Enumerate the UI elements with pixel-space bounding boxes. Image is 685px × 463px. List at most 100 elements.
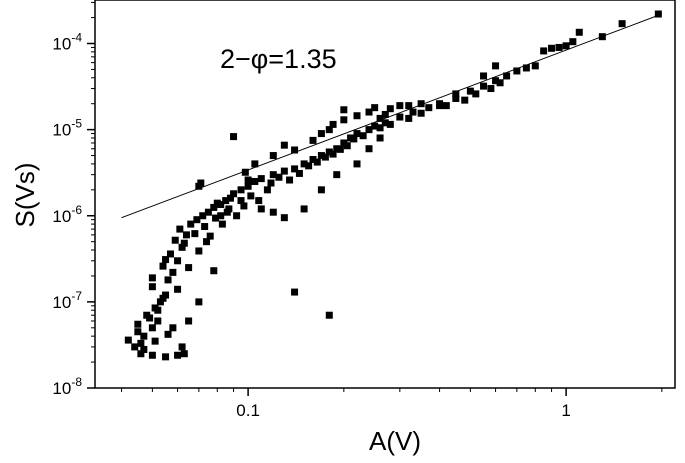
data-point (182, 231, 190, 239)
data-point (513, 67, 521, 75)
data-point (199, 212, 207, 220)
data-point (137, 339, 145, 347)
data-point (492, 77, 500, 85)
data-point (237, 186, 245, 194)
data-point (255, 197, 263, 205)
data-point (472, 90, 480, 98)
data-point (156, 298, 164, 306)
data-point (257, 205, 265, 213)
data-point (492, 62, 500, 70)
data-point (164, 276, 172, 284)
fit-line (121, 13, 663, 219)
data-point (233, 212, 241, 220)
data-point (174, 285, 182, 293)
data-point (195, 247, 203, 255)
data-point (140, 345, 148, 353)
data-point (159, 262, 167, 270)
data-point (305, 162, 313, 170)
data-point (417, 100, 425, 108)
data-point (197, 179, 205, 187)
data-point (598, 33, 606, 41)
data-point (162, 256, 170, 264)
data-point (575, 28, 583, 36)
data-point (409, 108, 417, 116)
data-point (371, 122, 379, 130)
data-point (148, 351, 156, 359)
data-point (213, 199, 221, 207)
data-point (162, 353, 170, 361)
data-point (240, 202, 248, 210)
data-point (244, 176, 252, 184)
data-point (178, 243, 186, 251)
data-point (340, 116, 348, 124)
data-point (371, 104, 379, 112)
data-point (195, 298, 203, 306)
data-point (191, 230, 199, 238)
data-point (562, 42, 570, 50)
data-point (365, 126, 373, 134)
data-point (212, 214, 220, 222)
data-point (176, 225, 184, 233)
data-point (353, 130, 361, 138)
data-point (531, 62, 539, 70)
data-point (280, 141, 288, 149)
data-point (436, 102, 444, 110)
data-point (263, 186, 271, 194)
data-point (244, 182, 252, 190)
y-tick-label: 10-8 (52, 375, 82, 398)
data-point (386, 105, 394, 113)
x-axis-ticks: 0.1 1 (121, 388, 663, 420)
data-point (405, 102, 413, 110)
data-point (269, 152, 277, 160)
data-point (269, 208, 277, 216)
x-tick-label: 0.1 (236, 401, 260, 420)
data-point (300, 160, 308, 168)
y-axis-label: S(Vs) (10, 163, 40, 228)
data-point (333, 145, 341, 153)
data-point (480, 82, 488, 90)
data-point (496, 79, 504, 87)
data-point (365, 145, 373, 153)
x-axis-label: A(V) (369, 426, 421, 456)
data-point (131, 343, 139, 351)
data-point (405, 114, 413, 122)
data-point (218, 220, 226, 228)
data-point (376, 124, 384, 132)
data-point (317, 130, 325, 138)
data-point (461, 96, 469, 104)
data-point (148, 283, 156, 291)
data-point (151, 337, 159, 345)
data-point (237, 197, 245, 205)
data-point (425, 104, 433, 112)
data-point (365, 108, 373, 116)
data-point (487, 85, 495, 93)
data-point (350, 135, 358, 143)
data-point (230, 133, 238, 141)
data-point (169, 268, 177, 276)
data-point (275, 173, 283, 181)
data-point (251, 177, 259, 185)
data-point (353, 160, 361, 168)
data-point (540, 47, 548, 55)
data-point (618, 20, 626, 28)
data-point (329, 120, 337, 128)
data-point (154, 306, 162, 314)
data-point (309, 136, 317, 144)
data-point (343, 142, 351, 150)
y-axis-ticks: 10-8 10-7 10-6 10-5 10-4 (52, 1, 95, 398)
data-point (140, 332, 148, 340)
data-points (124, 10, 662, 361)
data-point (210, 203, 218, 211)
y-tick-label: 10-6 (52, 203, 82, 226)
data-point (241, 168, 249, 176)
data-point (226, 194, 234, 202)
data-point (466, 87, 474, 95)
data-point (201, 223, 209, 231)
data-point (329, 150, 337, 158)
data-point (336, 145, 344, 153)
data-point (269, 171, 277, 179)
data-point (185, 317, 193, 325)
data-point (325, 126, 333, 134)
data-point (309, 155, 317, 163)
data-point (267, 179, 275, 187)
